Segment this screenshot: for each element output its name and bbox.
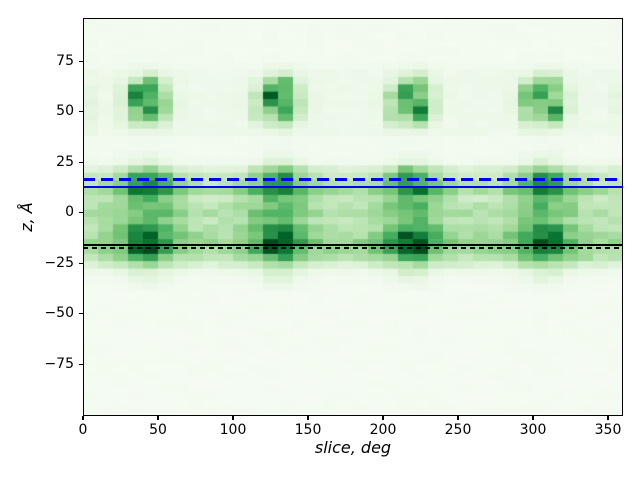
x-tick bbox=[532, 416, 534, 420]
y-tick-label: 75 bbox=[56, 52, 74, 69]
x-tick-label: 300 bbox=[519, 422, 547, 438]
black-dashed-hline bbox=[83, 246, 623, 249]
black-solid-hline bbox=[83, 243, 623, 246]
x-tick bbox=[232, 416, 234, 420]
y-tick-label: −75 bbox=[44, 355, 74, 372]
y-tick bbox=[79, 111, 83, 113]
heatmap bbox=[83, 18, 623, 416]
y-tick bbox=[79, 313, 83, 315]
y-tick bbox=[79, 212, 83, 214]
x-tick-label: 200 bbox=[369, 422, 397, 438]
x-tick-label: 350 bbox=[594, 422, 622, 438]
y-tick-label: −25 bbox=[44, 254, 74, 271]
x-tick bbox=[157, 416, 159, 420]
y-tick bbox=[79, 161, 83, 163]
x-tick bbox=[457, 416, 459, 420]
y-tick bbox=[79, 262, 83, 264]
y-tick bbox=[79, 60, 83, 62]
x-tick bbox=[607, 416, 609, 420]
x-tick bbox=[82, 416, 84, 420]
y-tick-label: 50 bbox=[56, 103, 74, 120]
x-tick bbox=[382, 416, 384, 420]
y-axis-label: z, Å bbox=[17, 202, 36, 232]
x-tick-label: 0 bbox=[78, 422, 88, 438]
y-tick-label: 0 bbox=[65, 204, 74, 221]
x-tick-label: 250 bbox=[444, 422, 472, 438]
blue-solid-hline bbox=[83, 186, 623, 188]
x-axis-label: slice, deg bbox=[314, 438, 392, 457]
y-tick-label: −50 bbox=[44, 305, 74, 322]
x-tick-label: 100 bbox=[219, 422, 247, 438]
y-tick-label: 25 bbox=[56, 153, 74, 170]
x-tick-label: 50 bbox=[149, 422, 167, 438]
x-tick-label: 150 bbox=[294, 422, 322, 438]
x-tick bbox=[307, 416, 309, 420]
y-tick bbox=[79, 363, 83, 365]
blue-dashed-hline bbox=[83, 178, 623, 182]
